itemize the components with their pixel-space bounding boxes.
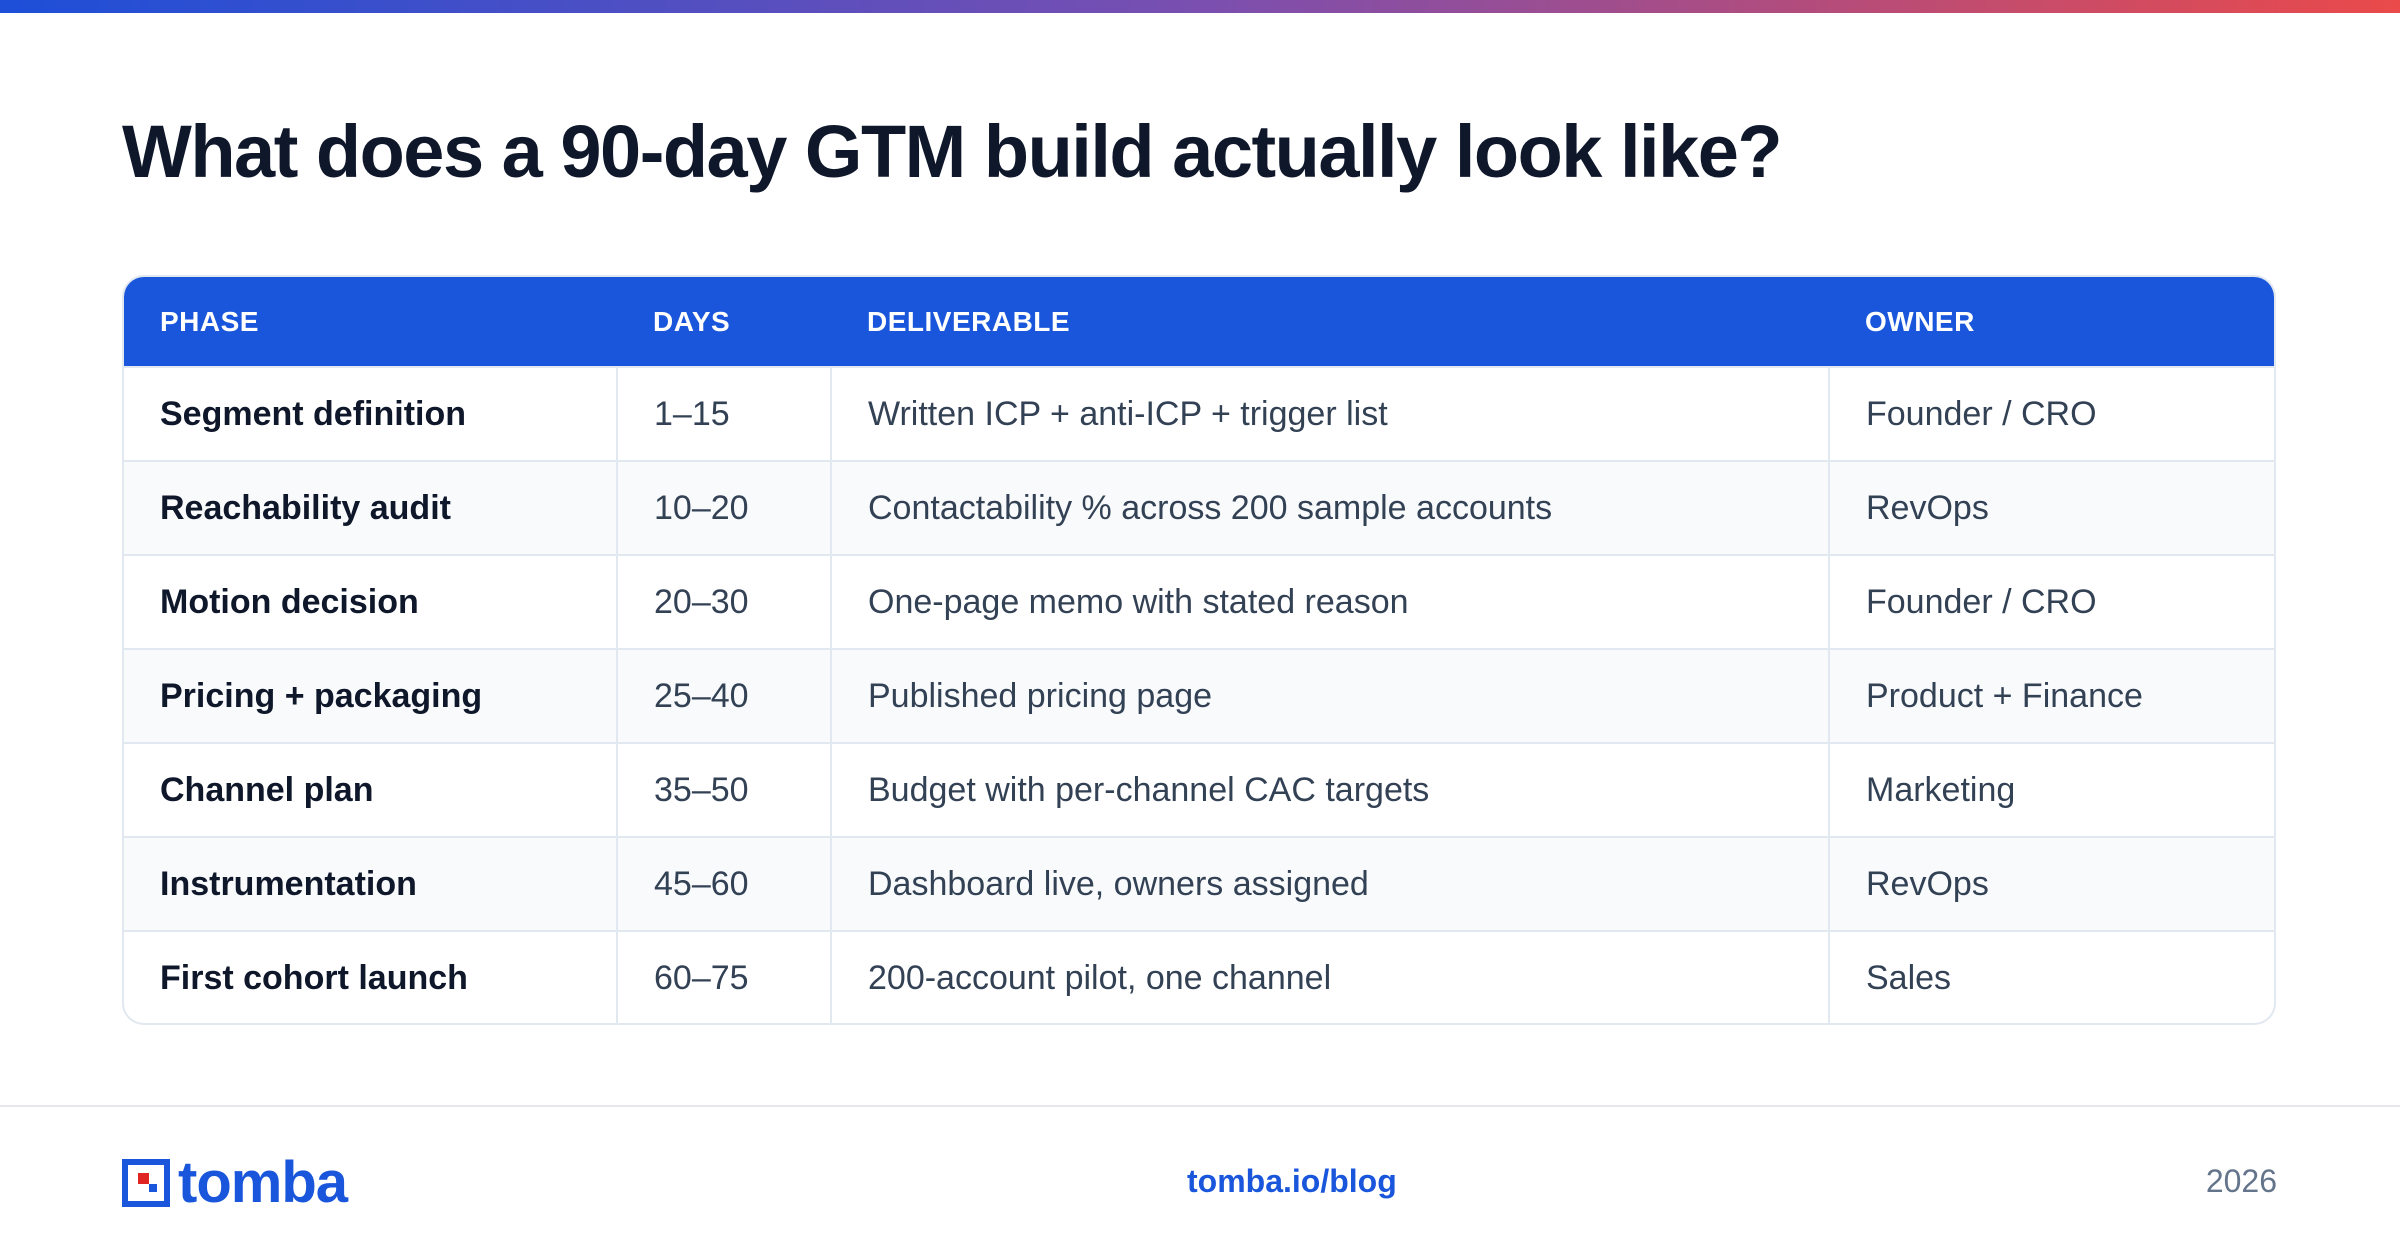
phase-cell: Instrumentation [124,836,618,931]
table-row: Segment definition 1–15 Written ICP + an… [124,366,2274,461]
days-cell: 1–15 [617,366,832,461]
tomba-logo[interactable]: tomba [122,1150,348,1215]
column-header-owner: OWNER [1865,305,1975,337]
deliverable-cell: Contactability % across 200 sample accou… [831,460,1830,555]
days-cell: 45–60 [617,836,832,931]
owner-cell: Marketing [1829,742,2274,837]
footer-year: 2026 [2205,1163,2277,1199]
phase-cell: Channel plan [124,742,618,837]
table-row: Reachability audit 10–20 Contactability … [124,460,2274,555]
table-row: Pricing + packaging 25–40 Published pric… [124,648,2274,743]
deliverable-cell: Published pricing page [831,648,1830,743]
days-cell: 60–75 [617,930,832,1023]
gtm-phase-table: PHASE DAYS DELIVERABLE OWNER Segment def… [122,275,2276,1025]
owner-cell: Founder / CRO [1829,366,2274,461]
phase-cell: Pricing + packaging [124,648,618,743]
days-cell: 10–20 [617,460,832,555]
deliverable-cell: Budget with per-channel CAC targets [831,742,1830,837]
blog-link[interactable]: tomba.io/blog [1187,1163,1397,1199]
phase-cell: Segment definition [124,366,618,461]
deliverable-cell: 200-account pilot, one channel [831,930,1830,1023]
column-header-deliverable: DELIVERABLE [867,305,1071,337]
days-cell: 25–40 [617,648,832,743]
phase-cell: First cohort launch [124,930,618,1023]
table-row: Instrumentation 45–60 Dashboard live, ow… [124,836,2274,931]
owner-cell: RevOps [1829,460,2274,555]
table-row: Motion decision 20–30 One-page memo with… [124,554,2274,649]
top-gradient-bar [0,0,2400,13]
tomba-logo-mark-icon [122,1159,170,1207]
owner-cell: RevOps [1829,836,2274,931]
table-header-row: PHASE DAYS DELIVERABLE OWNER [124,277,2274,367]
deliverable-cell: One-page memo with stated reason [831,554,1830,649]
owner-cell: Founder / CRO [1829,554,2274,649]
footer-divider [0,1105,2400,1107]
column-header-phase: PHASE [160,305,259,337]
owner-cell: Sales [1829,930,2274,1023]
phase-cell: Reachability audit [124,460,618,555]
table-row: First cohort launch 60–75 200-account pi… [124,930,2274,1023]
owner-cell: Product + Finance [1829,648,2274,743]
logo-wordmark: tomba [178,1150,348,1215]
days-cell: 35–50 [617,742,832,837]
deliverable-cell: Written ICP + anti-ICP + trigger list [831,366,1830,461]
days-cell: 20–30 [617,554,832,649]
table-row: Channel plan 35–50 Budget with per-chann… [124,742,2274,837]
page-title: What does a 90-day GTM build actually lo… [122,110,1783,193]
phase-cell: Motion decision [124,554,618,649]
column-header-days: DAYS [653,305,731,337]
deliverable-cell: Dashboard live, owners assigned [831,836,1830,931]
